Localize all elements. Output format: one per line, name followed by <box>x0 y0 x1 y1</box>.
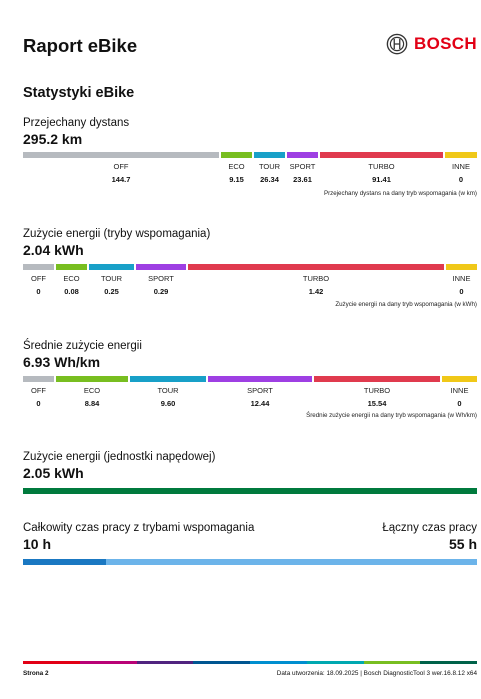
footer-info: Data utworzenia: 18.09.2025 | Bosch Diag… <box>276 670 477 677</box>
distance-label-inne: INNE <box>452 162 470 171</box>
distance-value-off: 144.7 <box>111 175 131 184</box>
bosch-armature-icon <box>386 33 408 55</box>
avg-energy-value-turbo: 15.54 <box>367 399 387 408</box>
distance-segment-inne <box>445 152 477 158</box>
distance-note: Przejechany dystans na dany tryb wspomag… <box>323 190 477 197</box>
distance-segment-off <box>23 152 219 158</box>
distance-value: 295.2 km <box>23 131 83 147</box>
avg-energy-label-off: OFF <box>31 386 46 395</box>
avg-energy-label-sport: SPORT <box>247 386 273 395</box>
bosch-logo: BOSCH <box>386 32 478 56</box>
total-time-value: 55 h <box>448 536 477 552</box>
avg-energy-label-tour: TOUR <box>157 386 179 395</box>
distance-label: Przejechany dystans <box>23 117 130 129</box>
distance-label-off: OFF <box>113 162 129 171</box>
drive-unit-energy-bar <box>23 488 477 494</box>
avg-energy-segment-turbo <box>314 376 440 382</box>
distance-segment-tour <box>254 152 285 158</box>
energy-modes-value-turbo: 1.42 <box>308 287 324 296</box>
avg-energy-value-sport: 12.44 <box>250 399 270 408</box>
distance-label-eco: ECO <box>228 162 245 171</box>
energy-modes-segment-eco <box>56 264 87 270</box>
energy-modes-segment-turbo <box>188 264 444 270</box>
energy-modes-label: Zużycie energii (tryby wspomagania) <box>23 228 211 240</box>
energy-modes-value-tour: 0.25 <box>104 287 119 296</box>
avg-energy-note: Średnie zużycie energii na dany tryb wsp… <box>306 412 477 419</box>
energy-modes-label-inne: INNE <box>452 274 471 283</box>
energy-modes-value-off: 0 <box>36 287 41 296</box>
energy-modes-segment-inne <box>446 264 477 270</box>
distance-label-turbo: TURBO <box>368 162 395 171</box>
footer-color-strip <box>23 661 477 664</box>
energy-modes-value-sport: 0.29 <box>153 287 169 296</box>
distance-label-sport: SPORT <box>289 162 316 171</box>
avg-energy-segment-sport <box>208 376 312 382</box>
energy-modes-value-inne: 0 <box>459 287 464 296</box>
distance-value-tour: 26.34 <box>260 175 279 184</box>
avg-energy-label-inne: INNE <box>450 386 469 395</box>
energy-modes-label-sport: SPORT <box>148 274 174 283</box>
operating-time-bar <box>23 559 477 565</box>
energy-modes-label-turbo: TURBO <box>302 274 330 283</box>
assist-time-segment <box>23 559 106 565</box>
avg-energy-value-tour: 9.60 <box>160 399 176 408</box>
avg-energy-segment-eco <box>56 376 128 382</box>
distance-value-turbo: 91.41 <box>372 175 391 184</box>
footer-page-number: Strona 2 <box>23 670 49 677</box>
total-time-label: Łączny czas pracy <box>382 522 477 534</box>
energy-modes-segment-off <box>23 264 54 270</box>
avg-energy-label-turbo: TURBO <box>363 386 391 395</box>
avg-energy-segment-inne <box>442 376 477 382</box>
avg-energy-segment-tour <box>130 376 206 382</box>
energy-modes-value-eco: 0.08 <box>64 287 79 296</box>
distance-segment-eco <box>221 152 252 158</box>
remaining-time-segment <box>105 559 477 565</box>
energy-modes-segment-sport <box>136 264 186 270</box>
distance-value-sport: 23.61 <box>293 175 312 184</box>
avg-energy-value: 6.93 Wh/km <box>23 354 101 370</box>
avg-energy-value-off: 0 <box>36 399 41 408</box>
section-title: Statystyki eBike <box>23 85 135 101</box>
avg-energy-segment-off <box>23 376 54 382</box>
avg-energy-value-eco: 8.84 <box>84 399 100 408</box>
bosch-wordmark: BOSCH <box>414 34 477 53</box>
drive-unit-energy-label: Zużycie energii (jednostki napędowej) <box>23 451 216 463</box>
distance-segment-sport <box>287 152 318 158</box>
report-title: Raport eBike <box>23 35 138 56</box>
assist-time-value: 10 h <box>23 536 52 552</box>
distance-segment-turbo <box>320 152 443 158</box>
avg-energy-label: Średnie zużycie energii <box>23 340 142 352</box>
distance-value-eco: 9.15 <box>229 175 244 184</box>
energy-modes-segment-tour <box>89 264 134 270</box>
energy-modes-note: Zużycie energii na dany tryb wspomagania… <box>335 301 477 308</box>
drive-unit-energy-value: 2.05 kWh <box>23 465 84 481</box>
distance-value-inne: 0 <box>458 175 464 184</box>
energy-modes-label-tour: TOUR <box>100 274 123 283</box>
energy-modes-label-eco: ECO <box>63 274 80 283</box>
energy-modes-label-off: OFF <box>31 274 46 283</box>
assist-time-label: Całkowity czas pracy z trybami wspomagan… <box>23 522 255 534</box>
avg-energy-value-inne: 0 <box>457 399 462 408</box>
distance-label-tour: TOUR <box>258 162 281 171</box>
energy-modes-value: 2.04 kWh <box>23 242 84 258</box>
avg-energy-label-eco: ECO <box>83 386 101 395</box>
